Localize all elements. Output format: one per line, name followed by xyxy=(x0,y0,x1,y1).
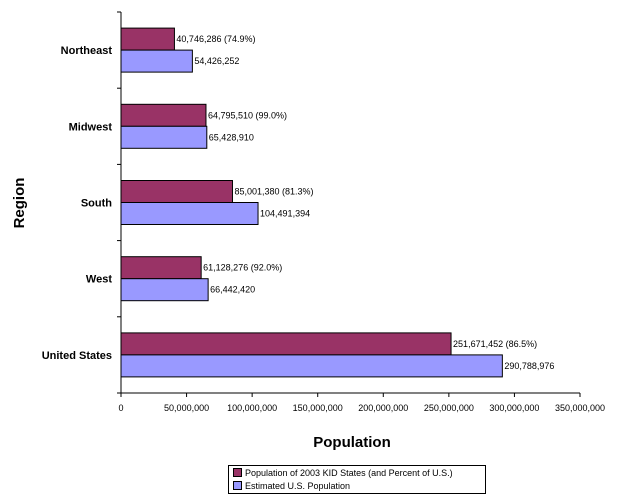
category-label: Midwest xyxy=(69,121,113,133)
data-label: 65,428,910 xyxy=(209,132,254,142)
category-label: Northeast xyxy=(61,45,113,57)
x-tick-label: 0 xyxy=(118,403,123,413)
category-label: West xyxy=(86,274,112,286)
x-tick-label: 200,000,000 xyxy=(358,403,408,413)
data-label: 64,795,510 (99.0%) xyxy=(208,110,287,120)
data-label: 40,746,286 (74.9%) xyxy=(176,34,255,44)
legend-label-kid: Population of 2003 KID States (and Perce… xyxy=(245,467,453,478)
data-label: 85,001,380 (81.3%) xyxy=(234,187,313,197)
category-label: South xyxy=(81,198,112,210)
legend: Population of 2003 KID States (and Perce… xyxy=(228,465,486,494)
y-axis-title: Region xyxy=(11,178,28,229)
bar-us xyxy=(120,354,503,378)
bar-us xyxy=(120,125,208,149)
x-tick-label: 100,000,000 xyxy=(227,403,277,413)
data-label: 54,426,252 xyxy=(194,56,239,66)
bar-us xyxy=(120,278,209,302)
bar-kid xyxy=(120,180,233,203)
bar-us xyxy=(120,49,193,73)
x-tick-label: 250,000,000 xyxy=(424,403,474,413)
data-label: 66,442,420 xyxy=(210,285,255,295)
legend-item-us: Estimated U.S. Population xyxy=(229,479,485,492)
x-tick-label: 300,000,000 xyxy=(489,403,539,413)
data-label: 61,128,276 (92.0%) xyxy=(203,263,282,273)
bar-kid xyxy=(120,256,202,280)
x-tick-label: 50,000,000 xyxy=(164,403,209,413)
x-tick-label: 150,000,000 xyxy=(293,403,343,413)
bar-kid xyxy=(120,103,207,127)
bar-us xyxy=(120,202,259,225)
legend-swatch-us xyxy=(233,481,242,490)
legend-item-kid: Population of 2003 KID States (and Perce… xyxy=(229,466,485,479)
data-label: 251,671,452 (86.5%) xyxy=(453,339,537,349)
legend-swatch-kid xyxy=(233,468,242,477)
bar-kid xyxy=(120,27,175,51)
legend-label-us: Estimated U.S. Population xyxy=(245,480,351,491)
x-tick-label: 350,000,000 xyxy=(555,403,605,413)
bar-kid xyxy=(120,332,452,356)
data-label: 104,491,394 xyxy=(260,209,310,219)
data-label: 290,788,976 xyxy=(504,361,554,371)
category-label: United States xyxy=(42,350,112,362)
x-axis-title: Population xyxy=(313,434,391,451)
